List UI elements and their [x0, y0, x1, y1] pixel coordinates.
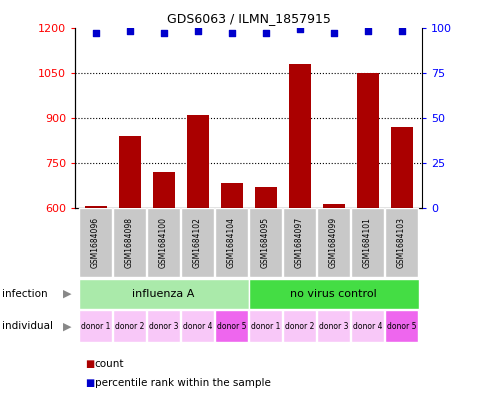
Text: donor 3: donor 3	[149, 322, 178, 331]
Point	[193, 28, 201, 34]
Bar	[147, 208, 180, 277]
Bar	[350, 310, 383, 342]
Point	[125, 28, 133, 34]
Text: donor 4: donor 4	[182, 322, 212, 331]
Text: GSM1684098: GSM1684098	[125, 217, 134, 268]
Bar	[350, 208, 383, 277]
Bar	[181, 310, 213, 342]
Point	[261, 30, 269, 36]
Text: individual: individual	[2, 321, 53, 331]
Bar	[113, 208, 146, 277]
Bar	[283, 208, 315, 277]
Bar	[317, 208, 349, 277]
Text: no virus control: no virus control	[289, 289, 376, 299]
Text: GSM1684096: GSM1684096	[91, 217, 100, 268]
Bar	[283, 310, 315, 342]
Text: ■: ■	[85, 358, 94, 369]
Text: ▶: ▶	[62, 321, 71, 331]
Text: GSM1684104: GSM1684104	[227, 217, 236, 268]
Text: GSM1684095: GSM1684095	[260, 217, 270, 268]
Text: GSM1684100: GSM1684100	[159, 217, 168, 268]
Bar	[113, 310, 146, 342]
Text: ■: ■	[85, 378, 94, 388]
Text: GSM1684101: GSM1684101	[363, 217, 371, 268]
Point	[363, 28, 371, 34]
Bar	[79, 208, 112, 277]
Bar	[254, 187, 276, 208]
Text: percentile rank within the sample: percentile rank within the sample	[94, 378, 270, 388]
Text: GSM1684103: GSM1684103	[396, 217, 405, 268]
Bar	[322, 204, 344, 208]
Bar	[152, 172, 174, 208]
Point	[159, 30, 167, 36]
Text: donor 3: donor 3	[318, 322, 348, 331]
Bar	[215, 310, 247, 342]
Text: donor 1: donor 1	[81, 322, 110, 331]
Bar	[384, 208, 417, 277]
Text: GSM1684099: GSM1684099	[328, 217, 337, 268]
Point	[227, 30, 235, 36]
Bar	[249, 208, 281, 277]
Title: GDS6063 / ILMN_1857915: GDS6063 / ILMN_1857915	[166, 12, 330, 25]
Text: count: count	[94, 358, 124, 369]
Text: donor 5: donor 5	[216, 322, 246, 331]
Bar	[288, 64, 310, 208]
Text: donor 5: donor 5	[386, 322, 415, 331]
Bar	[215, 208, 247, 277]
Bar	[384, 310, 417, 342]
Text: GSM1684097: GSM1684097	[294, 217, 303, 268]
Text: GSM1684102: GSM1684102	[193, 217, 202, 268]
Bar	[147, 310, 180, 342]
Bar	[390, 127, 412, 208]
Bar	[248, 279, 418, 309]
Point	[397, 28, 405, 34]
Bar	[84, 206, 106, 208]
Bar	[186, 115, 208, 208]
Text: infection: infection	[2, 289, 48, 299]
Bar	[181, 208, 213, 277]
Bar	[356, 73, 378, 208]
Text: ▶: ▶	[62, 289, 71, 299]
Point	[91, 30, 99, 36]
Text: donor 2: donor 2	[284, 322, 314, 331]
Text: donor 4: donor 4	[352, 322, 381, 331]
Bar	[220, 183, 242, 208]
Point	[329, 30, 337, 36]
Bar	[118, 136, 140, 208]
Bar	[249, 310, 281, 342]
Text: influenza A: influenza A	[132, 289, 195, 299]
Text: donor 1: donor 1	[250, 322, 280, 331]
Bar	[79, 310, 112, 342]
Bar	[317, 310, 349, 342]
Bar	[78, 279, 248, 309]
Text: donor 2: donor 2	[115, 322, 144, 331]
Point	[295, 26, 303, 33]
